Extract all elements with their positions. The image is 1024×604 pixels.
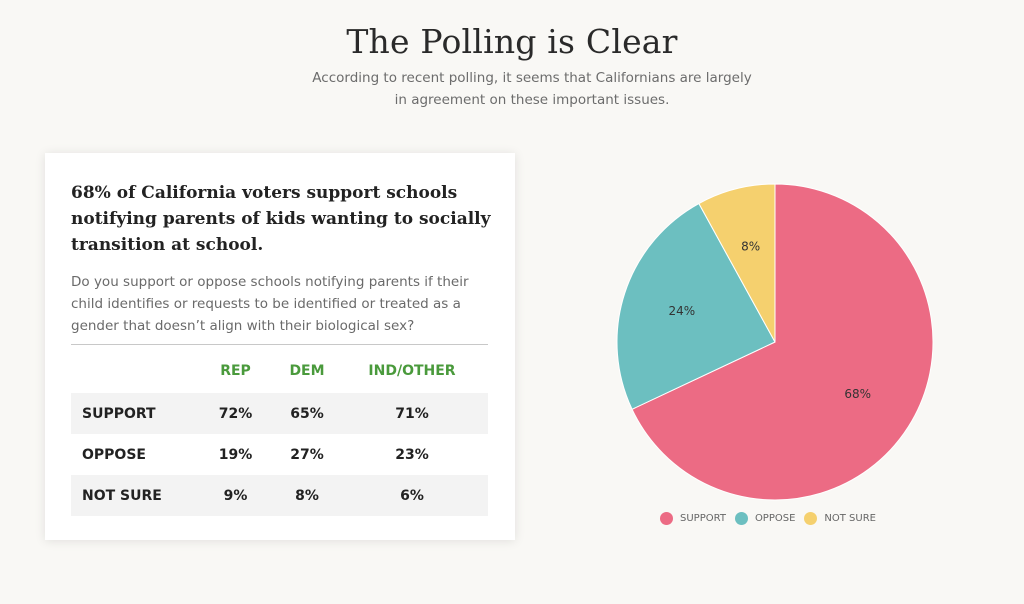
legend-label-oppose: OPPOSE [754, 512, 796, 524]
legend-label-support: SUPPORT [680, 512, 726, 524]
pie-slice-oppose[interactable] [616, 202, 776, 410]
legend-label-not-sure: NOT SURE [824, 512, 876, 524]
table-header-blank [71, 349, 193, 393]
pie-data-label-support: 68% [844, 387, 871, 401]
poll-table: REP DEM IND/OTHER SUPPORT 72% 65% 71% OP… [71, 349, 488, 516]
table-header-rep: REP [220, 363, 251, 379]
cell-oppose-dem: 27% [290, 446, 324, 463]
row-label-support: SUPPORT [71, 393, 193, 434]
cell-support-rep: 72% [193, 393, 278, 434]
table-divider [71, 344, 488, 345]
pie-slice-not-sure[interactable] [698, 183, 776, 343]
page-title: The Polling is Clear [346, 22, 678, 61]
table-row: OPPOSE 19% 27% 23% [71, 434, 488, 475]
table-header-ind-other: IND/OTHER [368, 363, 456, 379]
cell-oppose-ind-other: 23% [395, 446, 429, 463]
row-label-oppose: OPPOSE [82, 446, 146, 463]
pie-data-label-not-sure: 8% [741, 240, 760, 254]
legend-swatch-support [660, 511, 673, 525]
cell-support-dem: 65% [278, 393, 336, 434]
legend-swatch-not-sure [804, 511, 818, 525]
cell-not-sure-dem: 8% [278, 475, 336, 516]
legend-swatch-oppose [734, 511, 748, 525]
page-subtitle: According to recent polling, it seems th… [312, 70, 752, 108]
legend-item-support[interactable]: SUPPORT [660, 511, 726, 525]
table-row: NOT SURE 9% 8% 6% [71, 475, 488, 516]
pie-chart: 68% 24% 8% [610, 176, 940, 536]
chart-legend: SUPPORT OPPOSE NOT SURE [660, 509, 885, 527]
cell-oppose-rep: 19% [218, 446, 253, 463]
pie-chart-svg: 68% 24% 8% [616, 183, 934, 501]
cell-support-ind-other: 71% [336, 393, 488, 434]
legend-item-oppose[interactable]: OPPOSE [734, 511, 796, 525]
card-question: Do you support or oppose schools notifyi… [71, 274, 469, 334]
row-label-not-sure: NOT SURE [71, 475, 193, 516]
legend-item-not-sure[interactable]: NOT SURE [804, 511, 876, 525]
table-header-dem: DEM [289, 363, 325, 379]
card-heading: 68% of California voters support schools… [71, 183, 491, 255]
table-row: SUPPORT 72% 65% 71% [71, 393, 488, 434]
cell-not-sure-ind-other: 6% [336, 475, 488, 516]
pie-slice-support[interactable] [631, 183, 934, 501]
cell-not-sure-rep: 9% [193, 475, 278, 516]
poll-card: 68% of California voters support schools… [45, 153, 515, 540]
pie-data-label-oppose: 24% [668, 304, 695, 318]
table-header-row: REP DEM IND/OTHER [71, 349, 488, 393]
